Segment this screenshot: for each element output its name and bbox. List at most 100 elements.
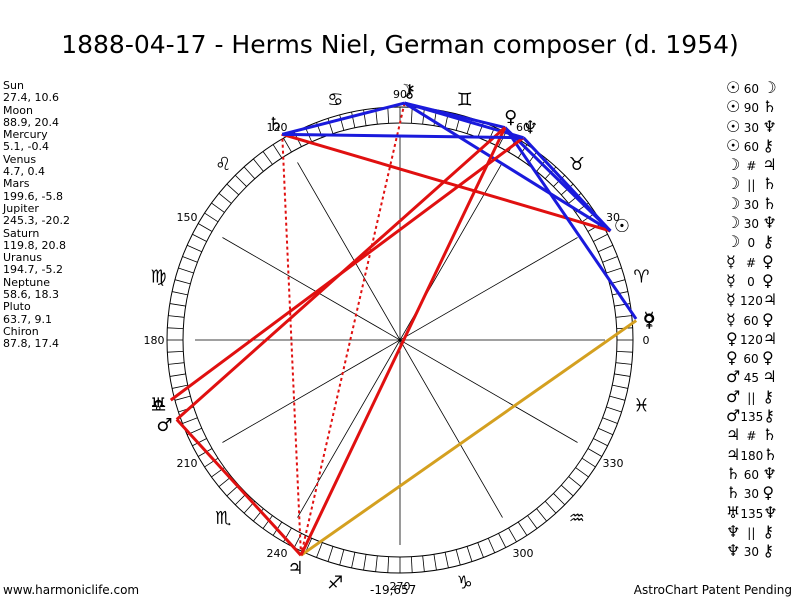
zodiac-sign-glyph: ♊	[457, 90, 473, 111]
degree-tick	[527, 515, 538, 529]
planet-name-pluto: Pluto	[3, 300, 31, 314]
degree-tick	[536, 508, 547, 522]
aspect-planet-1: ☉	[726, 135, 741, 155]
aspect-planet-2: ⚷	[763, 406, 775, 426]
aspect-type: 30	[743, 487, 759, 502]
aspect-row: ☽ || ♄	[726, 174, 798, 193]
aspect-planet-1: ☿	[726, 290, 736, 310]
aspect-type: 0	[747, 274, 755, 289]
planet-position-pluto: 63.7, 9.1	[3, 312, 52, 326]
degree-tick	[575, 467, 589, 478]
zodiac-sign-glyph: ♑	[457, 572, 473, 593]
degree-tick	[182, 417, 198, 424]
degree-tick	[606, 267, 622, 274]
degree-tick	[387, 107, 390, 124]
aspect-row: ♀ 60 ♀	[726, 348, 798, 367]
planet-name-neptune: Neptune	[3, 275, 51, 289]
degree-tick	[422, 555, 425, 572]
degree-label: 150	[176, 211, 197, 224]
aspect-row: ♃180♄	[726, 445, 798, 464]
planet-glyph: ♄	[268, 114, 284, 135]
planet-name-mars: Mars	[3, 177, 30, 191]
aspect-type: 45	[743, 371, 759, 386]
degree-label: 120	[267, 121, 288, 134]
degree-tick	[598, 244, 614, 253]
aspect-type: 30	[743, 120, 759, 135]
aspect-row: ☿ # ♀	[726, 252, 798, 271]
aspect-type: 90	[743, 101, 759, 116]
aspect-type: ||	[747, 525, 756, 540]
aspect-planet-2: ♄	[763, 444, 778, 464]
aspect-row: ☿ 120♃	[726, 290, 798, 309]
aspect-type: #	[746, 159, 757, 174]
planet-positions-list: Sun 27.4, 10.6 Moon 88.9, 20.4 Mercury 5.1, -…	[3, 79, 70, 351]
aspect-row: ♅135♆	[726, 503, 798, 522]
planet-position-moon: 88.9, 20.4	[3, 115, 59, 129]
degree-label: 30	[606, 211, 620, 224]
degree-tick	[615, 315, 632, 318]
aspect-planet-1: ☉	[726, 116, 741, 136]
aspect-planet-1: ☽	[726, 155, 741, 175]
degree-tick	[262, 151, 273, 165]
aspect-type: 60	[743, 82, 759, 96]
degree-tick	[602, 417, 618, 424]
degree-tick	[455, 549, 461, 566]
zodiac-sign-glyph: ♈	[633, 266, 649, 287]
aspect-type: 30	[743, 545, 759, 560]
aspect-planet-1: ♂	[726, 406, 741, 426]
aspect-planet-1: ☽	[726, 213, 741, 233]
degree-tick	[178, 267, 194, 274]
aspect-planet-1: ☽	[726, 174, 741, 194]
planet-position-uranus: 194.7, -5.2	[3, 263, 63, 277]
aspect-line	[175, 418, 303, 557]
footer-website: www.harmoniclife.com	[3, 583, 140, 597]
aspect-planet-2: ♃	[762, 367, 777, 387]
degree-tick	[363, 554, 367, 571]
planet-name-chiron: Chiron	[3, 324, 39, 338]
planet-position-saturn: 119.8, 20.8	[3, 238, 66, 252]
planet-glyphs: ☉☽☿♀♂♃♄♅♆♀⚷	[150, 81, 656, 579]
planet-name-jupiter: Jupiter	[3, 201, 39, 215]
degree-tick	[351, 552, 356, 568]
degree-tick	[192, 233, 207, 242]
aspect-planet-2: ♀	[762, 270, 774, 290]
planet-position-sun: 27.4, 10.6	[3, 91, 59, 105]
degree-tick	[593, 438, 608, 447]
aspect-planet-1: ♀	[726, 328, 738, 348]
degree-label: 330	[603, 457, 624, 470]
aspect-planet-2: ♀	[762, 483, 775, 503]
aspect-lines	[169, 101, 638, 557]
planet-glyph: ♅	[150, 394, 166, 415]
degree-tick	[283, 138, 292, 153]
aspect-row: ☽ 0 ⚷	[726, 232, 798, 251]
degree-tick	[211, 202, 225, 213]
planet-name-sun: Sun	[3, 79, 24, 92]
zodiac-sign-glyph: ♌	[215, 154, 231, 175]
planet-glyph: ☿	[643, 309, 654, 330]
aspect-row: ♀ 120♃	[726, 329, 798, 348]
degree-tick	[168, 315, 185, 318]
aspect-type: 135	[740, 506, 764, 521]
planet-position-chiron: 87.8, 17.4	[3, 337, 59, 351]
degree-tick	[466, 546, 473, 562]
aspect-line	[404, 101, 506, 129]
degree-tick	[560, 484, 574, 497]
planet-glyph: ☉	[614, 216, 630, 237]
degree-tick	[487, 538, 496, 554]
aspect-row: ♂135⚷	[726, 406, 798, 425]
aspect-planet-1: ☉	[726, 97, 741, 117]
degree-tick	[568, 193, 582, 204]
degree-tick	[169, 373, 186, 377]
degree-tick	[444, 552, 449, 568]
degree-label: 210	[176, 457, 197, 470]
aspect-planet-1: ☿	[726, 251, 736, 271]
degree-label: 300	[513, 547, 534, 560]
degree-tick	[517, 521, 528, 536]
aspect-planet-2: ♄	[762, 193, 777, 213]
zodiac-sign-glyph: ♋	[327, 90, 343, 111]
aspect-type: ||	[747, 178, 756, 193]
degree-tick	[410, 556, 413, 573]
aspect-planet-2: ⚷	[762, 135, 775, 155]
degree-tick	[606, 406, 622, 413]
aspect-type: 60	[743, 467, 759, 482]
